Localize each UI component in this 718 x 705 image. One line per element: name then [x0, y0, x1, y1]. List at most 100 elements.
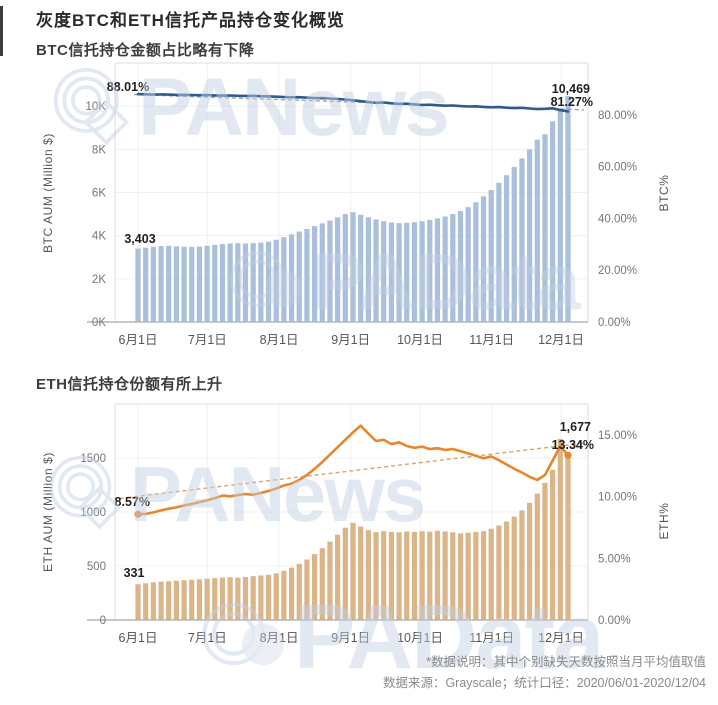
- left-axis-tick: 500: [87, 561, 106, 573]
- aum-bar: [473, 531, 479, 620]
- x-axis-tick: 7月1日: [188, 631, 227, 645]
- btc-chart-title: BTC信托持仓金额占比略有下降: [36, 42, 255, 59]
- aum-bar: [527, 502, 533, 620]
- aum-bar: [457, 533, 464, 620]
- aum-bar: [396, 532, 402, 620]
- eth-chart-title: ETH信托持仓份额有所上升: [36, 376, 223, 393]
- aum-bar: [465, 207, 471, 322]
- trend-line: [119, 442, 587, 500]
- left-axis-tick: 4K: [92, 231, 106, 243]
- aum-bar: [304, 228, 310, 322]
- left-axis-tick: 8K: [92, 144, 106, 156]
- aum-bar: [373, 219, 379, 322]
- right-axis-title: ETH%: [657, 502, 671, 539]
- aum-bar: [480, 531, 487, 620]
- x-axis-tick: 8月1日: [260, 333, 299, 347]
- aum-bar: [150, 582, 156, 620]
- aum-bar: [189, 246, 195, 322]
- left-axis-tick: 1500: [80, 453, 106, 465]
- aum-bar: [281, 237, 287, 322]
- aum-bar: [319, 223, 325, 322]
- aum-bar: [181, 580, 187, 620]
- aum-bar: [381, 221, 387, 322]
- aum-bar: [365, 530, 371, 620]
- aum-bar: [350, 212, 356, 322]
- aum-bar: [273, 573, 279, 620]
- right-axis-title: BTC%: [657, 174, 671, 211]
- aum-bar: [503, 175, 510, 322]
- aum-bar: [419, 221, 425, 322]
- aum-bar: [434, 530, 441, 620]
- x-axis-tick: 6月1日: [119, 631, 158, 645]
- aum-bar: [534, 493, 540, 620]
- aum-bar: [534, 139, 540, 322]
- aum-bar: [488, 528, 494, 620]
- aum-bar: [365, 217, 371, 322]
- percent-line: [136, 424, 570, 516]
- aum-bar: [227, 577, 233, 620]
- aum-bar: [166, 581, 172, 620]
- aum-bar: [503, 521, 510, 620]
- data-label-bar_first: 3,403: [124, 232, 155, 246]
- aum-bar: [135, 584, 141, 620]
- aum-bar: [442, 531, 448, 620]
- left-axis-tick: 6K: [92, 188, 106, 200]
- aum-bar: [358, 214, 364, 322]
- aum-bar: [511, 516, 517, 620]
- data-label-line_first: 8.57%: [115, 495, 150, 509]
- aum-bar: [388, 222, 394, 322]
- aum-bar: [480, 196, 487, 322]
- aum-bar: [565, 96, 571, 322]
- aum-bar: [434, 218, 441, 322]
- aum-bar: [166, 245, 172, 322]
- x-axis-tick: 12月1日: [538, 631, 584, 645]
- aum-bar: [381, 531, 387, 620]
- left-axis-title: ETH AUM (Million $): [41, 452, 55, 572]
- right-axis-tick: 5.00%: [598, 553, 631, 565]
- aum-bar: [235, 577, 241, 620]
- left-axis-title: BTC AUM (Million $): [41, 133, 55, 253]
- aum-bar: [158, 581, 164, 620]
- aum-bar: [173, 580, 179, 620]
- aum-bar: [496, 182, 502, 322]
- line-marker: [564, 451, 572, 459]
- aum-bar: [288, 234, 295, 322]
- aum-bar: [312, 226, 318, 322]
- x-axis-tick: 11月1日: [469, 631, 514, 645]
- right-axis-tick: 20.00%: [598, 265, 637, 277]
- aum-bar: [158, 246, 164, 322]
- aum-bar: [542, 482, 548, 620]
- aum-bar: [411, 222, 418, 322]
- aum-bar: [465, 532, 471, 620]
- aum-bar: [557, 108, 563, 322]
- aum-bar: [212, 244, 218, 322]
- aum-bar: [358, 526, 364, 620]
- left-axis-tick: 0: [100, 615, 106, 627]
- right-axis-tick: 0.00%: [598, 317, 631, 329]
- aum-bar: [281, 570, 287, 620]
- aum-bar: [227, 243, 233, 322]
- aum-bar: [219, 577, 226, 620]
- data-label-line_first: 88.01%: [107, 80, 149, 94]
- aum-bar: [265, 241, 272, 322]
- aum-bar: [288, 567, 295, 620]
- aum-bar: [265, 574, 272, 620]
- aum-bar: [442, 216, 448, 322]
- aum-bar: [312, 554, 318, 620]
- aum-bar: [242, 577, 249, 620]
- aum-bar: [496, 525, 502, 620]
- x-axis-tick: 10月1日: [397, 333, 443, 347]
- x-axis-tick: 6月1日: [119, 333, 158, 347]
- aum-bar: [258, 575, 264, 620]
- left-axis-tick: 0K: [92, 317, 106, 329]
- aum-bar: [565, 453, 571, 620]
- right-axis-tick: 40.00%: [598, 213, 637, 225]
- aum-bar: [258, 242, 264, 322]
- aum-bar: [419, 531, 425, 620]
- aum-bar: [335, 217, 341, 322]
- x-axis-tick: 11月1日: [469, 333, 514, 347]
- percent-line: [136, 92, 570, 113]
- aum-bar: [250, 243, 256, 322]
- aum-bar: [319, 548, 325, 620]
- aum-bar: [450, 532, 456, 620]
